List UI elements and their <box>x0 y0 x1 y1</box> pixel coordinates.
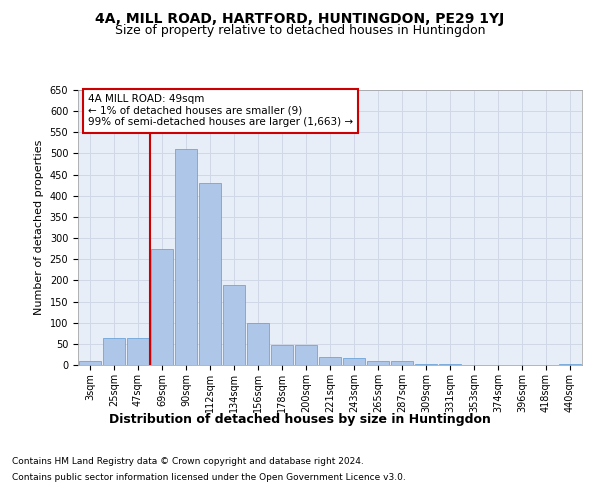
Bar <box>79 361 101 365</box>
Bar <box>175 149 197 365</box>
Text: Contains public sector information licensed under the Open Government Licence v3: Contains public sector information licen… <box>12 472 406 482</box>
Text: 4A, MILL ROAD, HARTFORD, HUNTINGDON, PE29 1YJ: 4A, MILL ROAD, HARTFORD, HUNTINGDON, PE2… <box>95 12 505 26</box>
Bar <box>439 364 461 365</box>
Bar <box>295 345 317 365</box>
Bar <box>319 356 341 365</box>
Bar <box>247 322 269 365</box>
Bar <box>103 338 125 365</box>
Bar <box>271 345 293 365</box>
Bar <box>199 183 221 365</box>
Bar <box>343 358 365 365</box>
Text: Distribution of detached houses by size in Huntingdon: Distribution of detached houses by size … <box>109 412 491 426</box>
Text: 4A MILL ROAD: 49sqm
← 1% of detached houses are smaller (9)
99% of semi-detached: 4A MILL ROAD: 49sqm ← 1% of detached hou… <box>88 94 353 128</box>
Y-axis label: Number of detached properties: Number of detached properties <box>34 140 44 315</box>
Bar <box>559 364 581 365</box>
Text: Size of property relative to detached houses in Huntingdon: Size of property relative to detached ho… <box>115 24 485 37</box>
Bar <box>367 361 389 365</box>
Bar <box>391 361 413 365</box>
Bar <box>223 284 245 365</box>
Bar <box>151 248 173 365</box>
Text: Contains HM Land Registry data © Crown copyright and database right 2024.: Contains HM Land Registry data © Crown c… <box>12 458 364 466</box>
Bar <box>415 364 437 365</box>
Bar <box>127 338 149 365</box>
